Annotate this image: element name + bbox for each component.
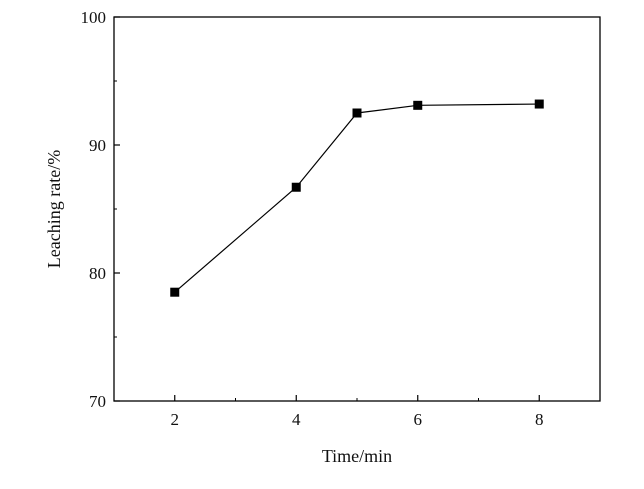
x-tick-label: 6 xyxy=(414,410,423,429)
data-series xyxy=(170,99,544,297)
y-tick-label: 100 xyxy=(81,8,107,27)
y-axis-title: Leaching rate/% xyxy=(44,150,64,268)
y-axis-ticks: 70 80 90 100 xyxy=(81,8,120,411)
data-point-marker xyxy=(534,99,544,109)
data-point-marker xyxy=(413,100,423,110)
x-tick-label: 2 xyxy=(171,410,180,429)
data-point-marker xyxy=(291,182,301,192)
series-line xyxy=(174,103,540,293)
x-axis-ticks: 2 4 6 8 xyxy=(113,395,601,429)
y-tick-label: 70 xyxy=(89,392,106,411)
x-axis-title: Time/min xyxy=(322,446,392,466)
plot-area-frame xyxy=(113,16,601,402)
x-tick-label: 8 xyxy=(535,410,544,429)
data-point-marker xyxy=(170,287,180,297)
y-tick-label: 80 xyxy=(89,264,106,283)
data-point-marker xyxy=(352,108,362,118)
y-tick-label: 90 xyxy=(89,136,106,155)
x-tick-label: 4 xyxy=(292,410,301,429)
